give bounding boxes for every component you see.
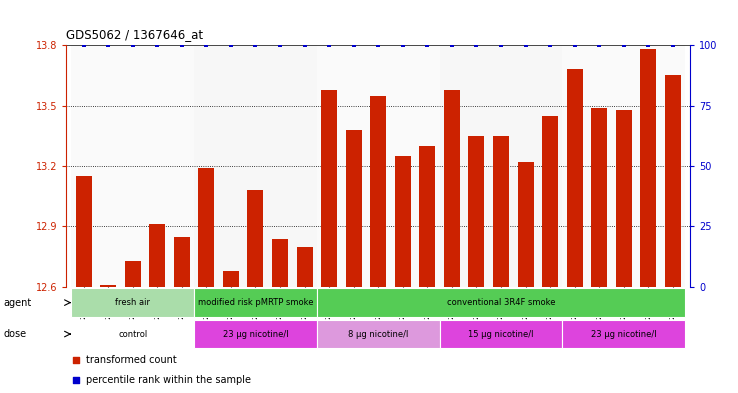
Bar (493, 136, 509, 287)
Point (642, 42, 654, 48)
Bar (174, 237, 190, 287)
Bar (517, 162, 534, 287)
Point (176, 42, 187, 48)
Text: dose: dose (4, 329, 27, 339)
Text: modified risk pMRTP smoke: modified risk pMRTP smoke (198, 298, 313, 307)
Text: 23 μg nicotine/l: 23 μg nicotine/l (223, 330, 289, 338)
Bar (297, 247, 313, 287)
Text: GDS5062 / 1367646_at: GDS5062 / 1367646_at (66, 28, 204, 41)
Bar (321, 90, 337, 287)
Point (151, 42, 163, 48)
Bar (194, 320, 317, 348)
Bar (641, 49, 656, 287)
Bar (562, 45, 685, 287)
Point (471, 42, 483, 48)
Text: fresh air: fresh air (115, 298, 151, 307)
Bar (149, 224, 165, 287)
Bar (440, 320, 562, 348)
Bar (194, 45, 317, 287)
Bar (615, 110, 632, 287)
Bar (395, 156, 411, 287)
Bar (100, 285, 116, 287)
Point (520, 42, 531, 48)
Point (667, 42, 679, 48)
Bar (542, 116, 558, 287)
Point (225, 42, 237, 48)
Bar (665, 75, 681, 287)
Point (544, 42, 556, 48)
Point (77, 42, 89, 48)
Point (103, 42, 114, 48)
Bar (194, 288, 317, 317)
Point (348, 42, 359, 48)
Text: percentile rank within the sample: percentile rank within the sample (86, 375, 252, 385)
Point (299, 42, 311, 48)
Bar (75, 176, 92, 287)
Bar (317, 288, 685, 317)
Point (323, 42, 335, 48)
Bar (440, 45, 562, 287)
Point (397, 42, 409, 48)
Bar (72, 320, 194, 348)
Bar (247, 190, 263, 287)
Bar (125, 261, 141, 287)
Point (421, 42, 433, 48)
Bar (444, 90, 460, 287)
Bar (72, 288, 194, 317)
Point (249, 42, 261, 48)
Bar (567, 70, 582, 287)
Point (618, 42, 630, 48)
Text: 23 μg nicotine/l: 23 μg nicotine/l (591, 330, 657, 338)
Bar (370, 95, 386, 287)
Point (593, 42, 605, 48)
Bar (317, 320, 440, 348)
Point (446, 42, 458, 48)
Point (458, 98, 469, 105)
Text: agent: agent (4, 298, 32, 308)
Bar (223, 271, 239, 287)
Point (569, 42, 581, 48)
Point (127, 42, 139, 48)
Text: transformed count: transformed count (86, 354, 177, 365)
Bar (469, 136, 484, 287)
Bar (562, 320, 685, 348)
Text: 8 μg nicotine/l: 8 μg nicotine/l (348, 330, 408, 338)
Point (495, 42, 507, 48)
Point (458, 284, 469, 290)
Bar (72, 45, 194, 287)
Point (274, 42, 286, 48)
Point (373, 42, 384, 48)
Text: 15 μg nicotine/l: 15 μg nicotine/l (468, 330, 534, 338)
Text: control: control (118, 330, 148, 338)
Bar (345, 130, 362, 287)
Bar (419, 146, 435, 287)
Text: conventional 3R4F smoke: conventional 3R4F smoke (446, 298, 555, 307)
Bar (199, 168, 214, 287)
Point (201, 42, 213, 48)
Bar (591, 108, 607, 287)
Bar (317, 45, 440, 287)
Bar (272, 239, 288, 287)
